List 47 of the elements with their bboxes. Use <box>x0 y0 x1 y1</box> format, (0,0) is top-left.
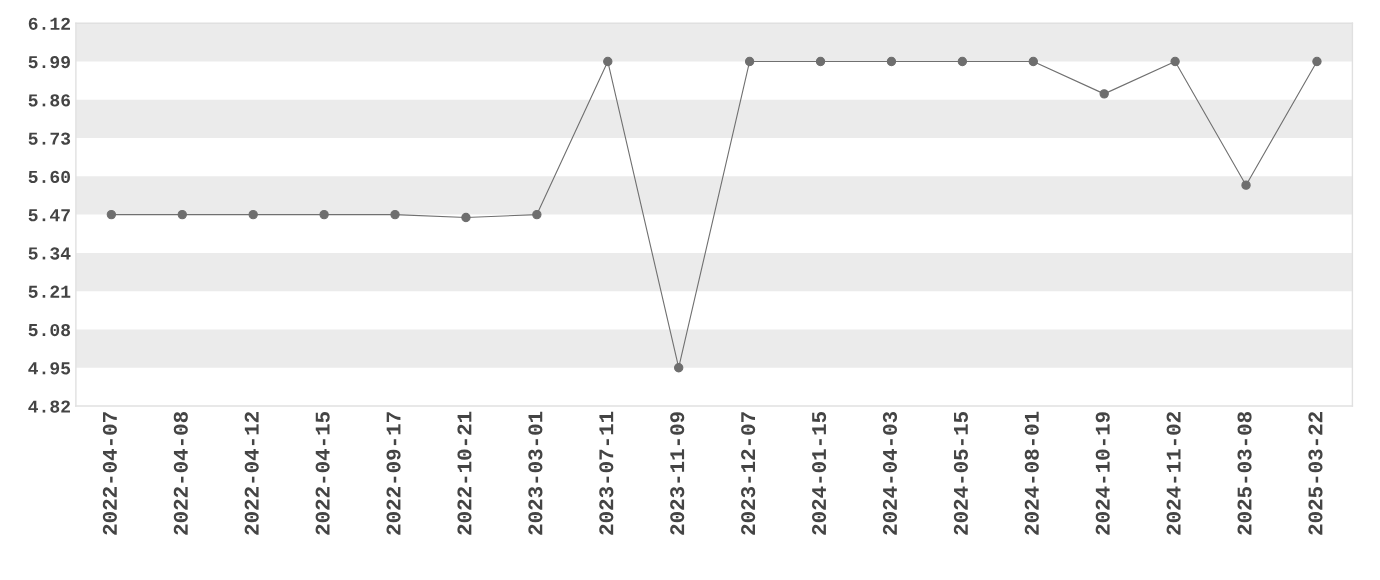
y-tick-label: 4.95 <box>28 362 71 375</box>
x-tick-label: 2022-10-21 <box>457 411 472 535</box>
x-tick-label: 2022-09-17 <box>386 412 401 535</box>
point <box>957 56 968 67</box>
x-tick-label: 2024-05-15 <box>953 411 968 535</box>
x-tick-label: 2025-03-22 <box>1308 412 1323 535</box>
point <box>1312 56 1322 67</box>
point <box>106 209 117 220</box>
x-tick-label: 2022-04-08 <box>173 411 188 535</box>
point <box>248 209 258 220</box>
y-tick-label: 5.21 <box>28 285 71 298</box>
x-tick-label: 2023-07-11 <box>599 411 614 535</box>
x-tick-label: 2024-11-02 <box>1166 412 1181 535</box>
y-tick-label: 6.12 <box>28 17 70 30</box>
point <box>674 363 684 373</box>
point <box>1028 56 1038 67</box>
x-tick-label: 2023-12-07 <box>741 412 756 535</box>
y-tick-label: 5.08 <box>28 323 71 337</box>
point <box>603 56 613 67</box>
point <box>815 56 826 67</box>
point <box>177 209 187 220</box>
y-tick-label: 5.86 <box>28 94 71 107</box>
y-tick-label: 5.99 <box>28 55 70 69</box>
x-tick-label: 2024-04-03 <box>882 411 898 535</box>
point <box>744 56 755 67</box>
x-tick-label: 2024-10-19 <box>1095 412 1110 535</box>
point <box>1170 56 1180 67</box>
x-tick-label: 2025-03-08 <box>1237 411 1252 535</box>
point <box>390 209 400 220</box>
y-tick-label: 5.34 <box>28 247 71 260</box>
y-tick-label: 5.47 <box>28 209 70 222</box>
point <box>886 56 897 67</box>
x-tick-label: 2023-11-09 <box>670 412 685 535</box>
y-tick-label: 4.82 <box>28 400 70 413</box>
y-tick-label: 5.60 <box>28 170 70 184</box>
point <box>319 209 329 220</box>
point <box>532 209 542 220</box>
x-tick-label: 2022-04-12 <box>244 412 259 535</box>
x-tick-label: 2023-03-01 <box>528 411 543 535</box>
point <box>1099 89 1109 99</box>
point <box>461 212 471 223</box>
x-tick-label: 2022-04-07 <box>102 412 117 535</box>
point <box>1241 180 1251 190</box>
x-tick-label: 2022-04-15 <box>315 411 330 535</box>
x-tick-label: 2024-01-15 <box>811 411 827 535</box>
x-tick-label: 2024-08-01 <box>1024 411 1039 535</box>
y-tick-label: 5.73 <box>28 132 71 145</box>
